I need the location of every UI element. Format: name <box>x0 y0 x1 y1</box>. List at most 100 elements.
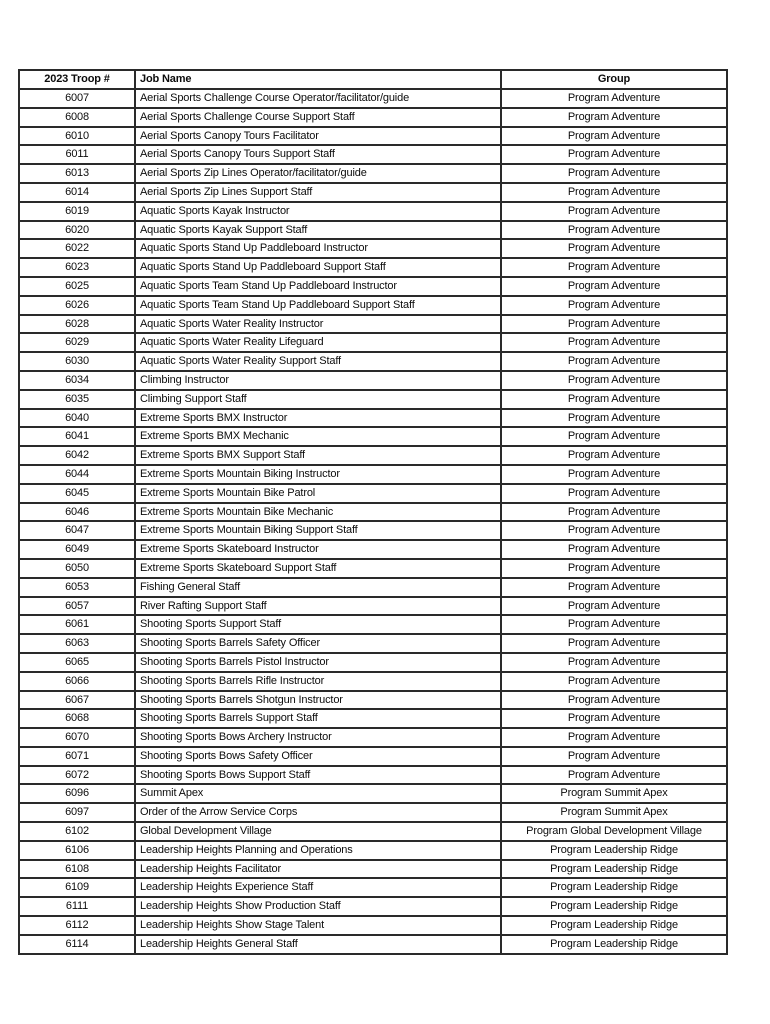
cell-troop-number: 6066 <box>18 670 136 692</box>
cell-troop-number: 6111 <box>18 896 136 918</box>
cell-group: Program Leadership Ridge <box>500 915 728 936</box>
cell-job-name: Aquatic Sports Kayak Instructor <box>134 200 502 222</box>
cell-group: Program Leadership Ridge <box>500 839 728 861</box>
cell-job-name: Aerial Sports Challenge Course Support S… <box>134 106 502 128</box>
cell-job-name: Aerial Sports Zip Lines Support Staff <box>134 181 502 203</box>
cell-job-name: Leadership Heights Show Stage Talent <box>134 915 502 936</box>
cell-job-name: Fishing General Staff <box>134 576 502 598</box>
cell-troop-number: 6097 <box>18 802 136 824</box>
cell-troop-number: 6008 <box>18 106 136 128</box>
table-row: 6040 Extreme Sports BMX Instructor Program… <box>18 407 728 429</box>
cell-troop-number: 6050 <box>18 557 136 579</box>
cell-troop-number: 6068 <box>18 708 136 730</box>
cell-job-name: Aquatic Sports Team Stand Up Paddleboard… <box>134 294 502 316</box>
table-row: 6071 Shooting Sports Bows Safety Officer P… <box>18 745 728 767</box>
table-row: 6022 Aquatic Sports Stand Up Paddleboard … <box>18 238 728 260</box>
cell-group: Program Leadership Ridge <box>500 896 728 918</box>
table-row: 6046 Extreme Sports Mountain Bike Mechani… <box>18 501 728 523</box>
cell-troop-number: 6010 <box>18 125 136 147</box>
cell-job-name: Summit Apex <box>134 783 502 805</box>
cell-troop-number: 6011 <box>18 144 136 166</box>
cell-troop-number: 6057 <box>18 595 136 617</box>
cell-group: Program Leadership Ridge <box>500 858 728 880</box>
cell-job-name: Aquatic Sports Water Reality Lifeguard <box>134 332 502 354</box>
cell-job-name: Leadership Heights Planning and Operatio… <box>134 839 502 861</box>
cell-group: Program Adventure <box>500 595 728 617</box>
cell-job-name: Aerial Sports Zip Lines Operator/facilit… <box>134 163 502 184</box>
cell-troop-number: 6026 <box>18 294 136 316</box>
table-row: 6096 Summit Apex Program Summit Apex <box>18 783 728 805</box>
cell-group: Program Adventure <box>500 294 728 316</box>
cell-job-name: Leadership Heights Facilitator <box>134 858 502 880</box>
table-row: 6068 Shooting Sports Barrels Support Staf… <box>18 708 728 730</box>
table-row: 6028 Aquatic Sports Water Reality Instruc… <box>18 313 728 335</box>
table-row: 6063 Shooting Sports Barrels Safety Offic… <box>18 633 728 654</box>
cell-job-name: Shooting Sports Barrels Safety Officer <box>134 633 502 654</box>
table-row: 6013 Aerial Sports Zip Lines Operator/fac… <box>18 163 728 184</box>
cell-group: Program Adventure <box>500 557 728 579</box>
cell-group: Program Global Development Village <box>500 821 728 842</box>
cell-job-name: Global Development Village <box>134 821 502 842</box>
cell-group: Program Adventure <box>500 482 728 504</box>
cell-job-name: Shooting Sports Barrels Pistol Instructo… <box>134 651 502 673</box>
cell-job-name: Aerial Sports Canopy Tours Support Staff <box>134 144 502 166</box>
cell-job-name: Extreme Sports Mountain Biking Support S… <box>134 520 502 542</box>
cell-group: Program Adventure <box>500 369 728 391</box>
cell-troop-number: 6049 <box>18 539 136 560</box>
cell-troop-number: 6022 <box>18 238 136 260</box>
cell-troop-number: 6046 <box>18 501 136 523</box>
cell-job-name: Leadership Heights Experience Staff <box>134 877 502 899</box>
table-row: 6050 Extreme Sports Skateboard Support St… <box>18 557 728 579</box>
cell-group: Program Adventure <box>500 238 728 260</box>
cell-troop-number: 6028 <box>18 313 136 335</box>
cell-job-name: Aquatic Sports Kayak Support Staff <box>134 219 502 241</box>
cell-troop-number: 6013 <box>18 163 136 184</box>
cell-group: Program Adventure <box>500 614 728 636</box>
cell-troop-number: 6071 <box>18 745 136 767</box>
cell-group: Program Adventure <box>500 426 728 448</box>
table-row: 6065 Shooting Sports Barrels Pistol Instr… <box>18 651 728 673</box>
cell-group: Program Adventure <box>500 332 728 354</box>
cell-troop-number: 6053 <box>18 576 136 598</box>
table-row: 6042 Extreme Sports BMX Support Staff Prog… <box>18 445 728 466</box>
cell-job-name: Shooting Sports Bows Support Staff <box>134 764 502 786</box>
cell-troop-number: 6108 <box>18 858 136 880</box>
table-body: 6007 Aerial Sports Challenge Course Opera… <box>18 88 728 955</box>
header-group: Group <box>500 69 728 90</box>
table-row: 6049 Extreme Sports Skateboard Instructor… <box>18 539 728 560</box>
cell-group: Program Adventure <box>500 689 728 711</box>
cell-job-name: Extreme Sports BMX Mechanic <box>134 426 502 448</box>
cell-job-name: Shooting Sports Barrels Rifle Instructor <box>134 670 502 692</box>
cell-troop-number: 6047 <box>18 520 136 542</box>
cell-troop-number: 6072 <box>18 764 136 786</box>
cell-group: Program Adventure <box>500 200 728 222</box>
cell-job-name: Extreme Sports Skateboard Instructor <box>134 539 502 560</box>
table-row: 6061 Shooting Sports Support Staff Program… <box>18 614 728 636</box>
table-row: 6053 Fishing General Staff Program Adventu… <box>18 576 728 598</box>
cell-job-name: Extreme Sports BMX Instructor <box>134 407 502 429</box>
table-row: 6045 Extreme Sports Mountain Bike Patrol P… <box>18 482 728 504</box>
table-row: 6025 Aquatic Sports Team Stand Up Paddleb… <box>18 275 728 297</box>
cell-troop-number: 6041 <box>18 426 136 448</box>
table-row: 6020 Aquatic Sports Kayak Support Staff Pr… <box>18 219 728 241</box>
cell-troop-number: 6102 <box>18 821 136 842</box>
cell-group: Program Adventure <box>500 520 728 542</box>
cell-group: Program Adventure <box>500 651 728 673</box>
header-job-name: Job Name <box>134 69 502 90</box>
cell-group: Program Adventure <box>500 633 728 654</box>
cell-troop-number: 6109 <box>18 877 136 899</box>
cell-job-name: Shooting Sports Support Staff <box>134 614 502 636</box>
cell-group: Program Summit Apex <box>500 802 728 824</box>
cell-job-name: Aquatic Sports Water Reality Instructor <box>134 313 502 335</box>
cell-group: Program Adventure <box>500 88 728 109</box>
cell-group: Program Adventure <box>500 670 728 692</box>
cell-group: Program Adventure <box>500 181 728 203</box>
cell-job-name: Order of the Arrow Service Corps <box>134 802 502 824</box>
cell-job-name: Shooting Sports Barrels Shotgun Instruct… <box>134 689 502 711</box>
cell-troop-number: 6019 <box>18 200 136 222</box>
cell-job-name: Aerial Sports Challenge Course Operator/… <box>134 88 502 109</box>
table-row: 6019 Aquatic Sports Kayak Instructor Progr… <box>18 200 728 222</box>
cell-troop-number: 6035 <box>18 388 136 410</box>
